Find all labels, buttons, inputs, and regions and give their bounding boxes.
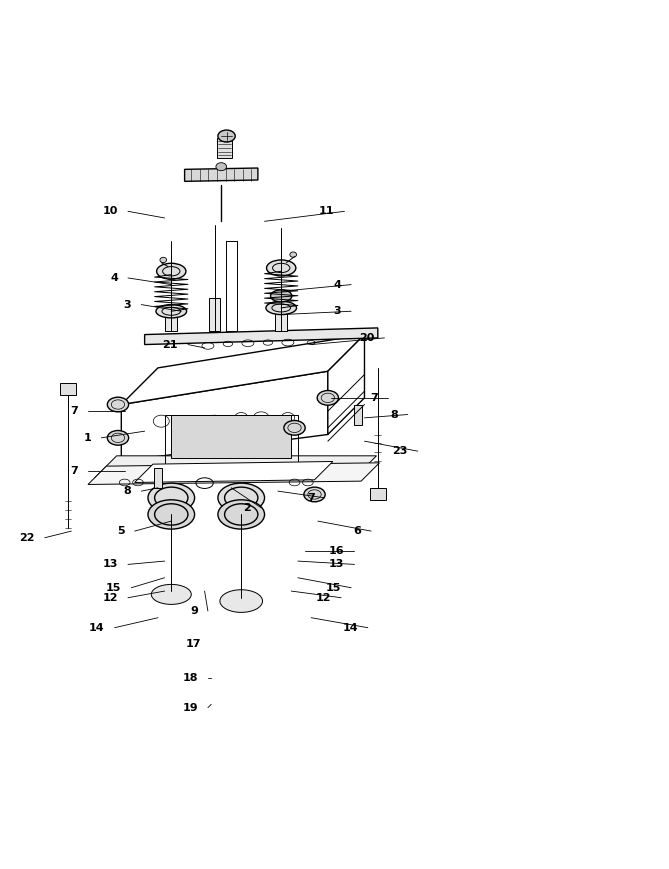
Text: 16: 16 (329, 546, 345, 556)
Text: 6: 6 (353, 526, 361, 536)
Text: 1: 1 (84, 433, 92, 443)
FancyBboxPatch shape (275, 308, 287, 331)
Ellipse shape (266, 302, 296, 315)
Text: 10: 10 (102, 206, 118, 216)
Text: 13: 13 (329, 560, 345, 569)
Text: 17: 17 (186, 640, 201, 649)
Ellipse shape (148, 483, 195, 513)
Ellipse shape (148, 500, 195, 529)
Ellipse shape (220, 590, 262, 613)
Ellipse shape (107, 430, 128, 445)
FancyBboxPatch shape (171, 415, 291, 458)
FancyBboxPatch shape (209, 298, 220, 331)
Text: 20: 20 (359, 333, 375, 343)
Ellipse shape (160, 257, 167, 262)
Text: 4: 4 (333, 280, 341, 289)
Polygon shape (145, 328, 378, 345)
Text: 23: 23 (393, 446, 408, 456)
Text: 15: 15 (106, 583, 121, 593)
Polygon shape (134, 461, 333, 482)
Polygon shape (185, 168, 258, 182)
Ellipse shape (216, 163, 227, 170)
Text: 7: 7 (70, 466, 78, 476)
Text: 3: 3 (334, 306, 341, 316)
Text: 14: 14 (89, 623, 104, 633)
FancyBboxPatch shape (60, 382, 76, 395)
Polygon shape (328, 335, 365, 434)
Ellipse shape (284, 421, 305, 435)
Text: 4: 4 (110, 273, 118, 283)
Ellipse shape (218, 483, 264, 513)
Ellipse shape (218, 500, 264, 529)
Text: 14: 14 (342, 623, 358, 633)
Text: 7: 7 (70, 406, 78, 416)
Polygon shape (121, 371, 328, 461)
Text: 8: 8 (390, 409, 398, 420)
Text: 13: 13 (102, 560, 118, 569)
Ellipse shape (218, 130, 235, 142)
FancyBboxPatch shape (165, 311, 177, 331)
Text: 7: 7 (370, 393, 378, 403)
FancyBboxPatch shape (354, 405, 362, 425)
Text: 9: 9 (190, 606, 198, 616)
Text: 21: 21 (163, 340, 178, 349)
Polygon shape (88, 463, 379, 484)
Ellipse shape (290, 252, 296, 257)
Text: 5: 5 (117, 526, 124, 536)
Text: 2: 2 (244, 503, 252, 513)
Ellipse shape (107, 397, 128, 412)
Text: 3: 3 (124, 300, 131, 309)
Text: 18: 18 (183, 673, 198, 683)
Text: 7: 7 (307, 493, 314, 503)
Text: 12: 12 (316, 593, 331, 603)
Ellipse shape (304, 488, 325, 501)
Text: 8: 8 (124, 486, 131, 496)
Ellipse shape (157, 263, 186, 279)
Polygon shape (94, 456, 377, 478)
FancyBboxPatch shape (217, 138, 232, 158)
Text: 15: 15 (326, 583, 341, 593)
Ellipse shape (270, 290, 292, 302)
Ellipse shape (156, 305, 187, 318)
Ellipse shape (317, 390, 339, 405)
Text: 19: 19 (182, 703, 198, 713)
Text: 22: 22 (19, 533, 35, 543)
Text: 11: 11 (319, 206, 334, 216)
FancyBboxPatch shape (154, 468, 162, 488)
Ellipse shape (266, 260, 296, 276)
Polygon shape (121, 335, 365, 405)
Ellipse shape (151, 584, 191, 604)
FancyBboxPatch shape (370, 488, 386, 500)
Text: 12: 12 (102, 593, 118, 603)
